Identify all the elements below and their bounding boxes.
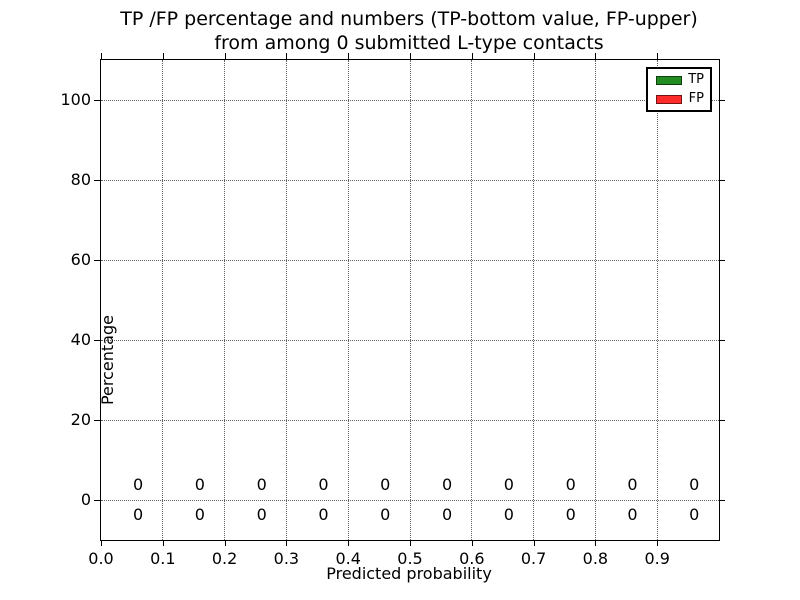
chart-title-line2: from among 0 submitted L-type contacts [214,32,604,54]
count-label-fp: 0 [194,475,205,494]
count-label-fp: 0 [256,475,267,494]
x-tick-mark [533,540,535,546]
y-tick-label: 0 [80,490,91,509]
y-tick-mark [719,340,725,341]
x-gridline [656,60,658,540]
y-axis-label: Percentage [98,315,117,406]
count-label-fp: 0 [689,475,700,494]
y-gridline [101,419,719,421]
x-axis-label: Predicted probability [326,564,492,583]
count-label-tp: 0 [627,505,638,524]
x-tick-label: 0.8 [582,549,609,568]
legend-fp-label: FP [688,91,704,106]
y-tick-label: 20 [70,410,91,429]
chart-title: TP /FP percentage and numbers (TP-bottom… [100,7,718,55]
count-label-fp: 0 [318,475,329,494]
count-label-fp: 0 [132,475,144,494]
count-label-fp: 0 [441,475,453,494]
x-tick-mark [101,53,102,59]
x-tick-label: 0.2 [211,549,238,568]
count-label-tp: 0 [132,505,144,524]
fp-color-swatch [656,94,682,104]
x-tick-label: 0.9 [644,549,670,568]
y-tick-mark [94,260,100,261]
y-gridline [101,259,719,261]
y-tick-mark [94,100,100,101]
y-tick-mark [719,180,725,181]
x-gridline [594,60,596,540]
y-gridline [101,499,719,501]
x-gridline [224,60,226,540]
x-tick-label: 0.5 [397,549,423,568]
y-tick-mark [94,180,100,181]
x-tick-label: 0.1 [150,549,176,568]
y-tick-mark [94,420,100,421]
x-tick-mark [101,540,102,546]
y-gridline [101,179,719,181]
chart-title-line1: TP /FP percentage and numbers (TP-bottom… [120,8,698,30]
count-label-tp: 0 [194,505,205,524]
count-label-fp: 0 [565,475,576,494]
count-label-fp: 0 [627,475,638,494]
count-label-tp: 0 [503,505,514,524]
count-label-tp: 0 [256,505,267,524]
count-label-fp: 0 [503,475,514,494]
count-label-tp: 0 [318,505,329,524]
y-tick-label: 40 [70,330,91,349]
y-gridline [101,339,719,341]
x-tick-mark [286,53,288,59]
x-tick-mark [595,53,597,59]
y-gridline [101,99,719,101]
y-tick-mark [719,420,725,421]
x-tick-mark [348,53,350,59]
y-tick-mark [719,260,725,261]
x-gridline [162,60,164,540]
x-tick-mark [471,53,473,59]
legend-entry-tp: TP [656,73,704,87]
legend: TP FP [646,67,712,112]
y-tick-label: 100 [60,90,91,109]
x-gridline [533,60,535,540]
x-tick-mark [162,540,164,546]
x-tick-label: 0.4 [335,549,361,568]
x-tick-mark [410,53,411,59]
legend-entry-fp: FP [656,92,704,106]
plot-area: 0.0 0.1 0.2 0.3 0.4 0.5 0.6 0.7 0.8 0.9 0 20 40 60 80 1… [60,53,725,568]
y-tick-mark [719,500,725,501]
x-tick-label: 0.0 [88,549,114,568]
x-tick-mark [657,53,659,59]
y-tick-mark [94,500,100,501]
y-tick-label: 60 [70,250,91,269]
legend-tp-label: TP [688,72,704,87]
x-tick-mark [471,540,473,546]
count-label-tp: 0 [380,505,391,524]
count-label-tp: 0 [565,505,576,524]
x-gridline [409,60,411,540]
x-tick-mark [533,53,535,59]
x-tick-mark [224,53,226,59]
y-tick-mark [719,100,725,101]
x-tick-mark [162,53,164,59]
x-tick-mark [595,540,597,546]
x-tick-label: 0.6 [459,549,485,568]
tp-color-swatch [656,75,682,85]
x-tick-mark [224,540,226,546]
x-gridline [285,60,287,540]
count-label-tp: 0 [689,505,700,524]
x-tick-mark [657,540,659,546]
x-gridline [471,60,473,540]
count-label-tp: 0 [441,505,453,524]
x-tick-mark [410,540,411,546]
x-tick-mark [348,540,350,546]
x-gridline [347,60,349,540]
count-label-fp: 0 [380,475,391,494]
y-tick-mark [94,340,100,341]
x-tick-label: 0.3 [273,549,300,568]
x-tick-label: 0.7 [520,549,547,568]
y-tick-label: 80 [70,170,91,189]
x-tick-mark [286,540,288,546]
